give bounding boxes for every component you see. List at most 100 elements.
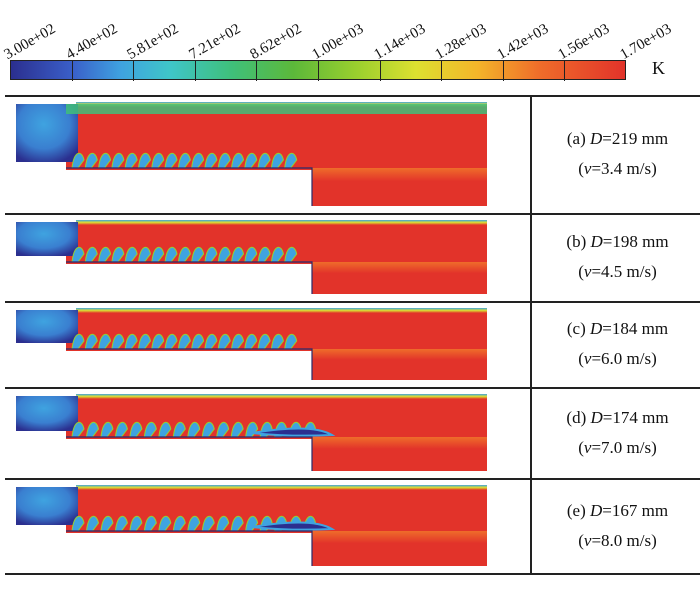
results-table: (a) D=219 mm (v=3.4 m/s) (b) D=198 mm (v=4.…: [0, 95, 700, 575]
coolant-jet-plume: [114, 515, 128, 532]
case-letter: (c): [566, 319, 586, 338]
coolant-jet-plume: [187, 515, 201, 532]
case-letter: (b): [566, 232, 587, 251]
temperature-field-panel: [14, 485, 514, 568]
coolant-jet-plume: [191, 333, 205, 350]
coolant-jet-plume: [129, 421, 143, 438]
row-rule: [5, 478, 700, 480]
coolant-jet-plume: [216, 421, 230, 438]
coolant-jet-plume: [217, 246, 231, 263]
coolant-jet-plume: [71, 246, 85, 263]
colorbar-tick-label: 1.14e+03: [371, 20, 428, 63]
coolant-jet-plume: [84, 246, 98, 263]
coolant-jet-plume: [177, 152, 191, 169]
coolant-jet-plume: [191, 246, 205, 263]
diameter-value: =174 mm: [602, 407, 669, 427]
velocity-line: (v=8.0 m/s): [535, 526, 700, 556]
colorbar-gradient: [10, 60, 626, 81]
velocity-open-paren: (: [578, 437, 584, 457]
coolant-film-tongue: [251, 521, 336, 531]
velocity-line: (v=4.5 m/s): [535, 257, 700, 287]
coolant-jet-plume: [98, 152, 112, 169]
temperature-field-svg: [16, 394, 487, 471]
cold-inlet-region: [16, 310, 78, 343]
coolant-jet-plume: [230, 333, 245, 350]
coolant-jet-plume: [114, 421, 128, 438]
coolant-jet-plume: [98, 246, 112, 263]
cold-inlet-region: [16, 222, 78, 256]
case-label: (d) D=174 mm (v=7.0 m/s): [535, 403, 700, 463]
coolant-jet-plume: [257, 152, 271, 169]
diameter-line: (a) D=219 mm: [535, 124, 700, 154]
coolant-jet-plume: [204, 152, 218, 169]
coolant-jet-plume: [172, 515, 186, 532]
coolant-jet-plume: [124, 152, 138, 169]
diameter-value: =184 mm: [602, 319, 669, 338]
row-rule: [5, 301, 700, 303]
expansion-region: [312, 437, 487, 471]
coolant-jet-plume: [158, 421, 172, 438]
coolant-jet-plume: [84, 152, 98, 169]
temperature-field-svg: [16, 102, 487, 206]
coolant-jet-plume: [284, 152, 298, 169]
case-letter: (a): [566, 129, 586, 148]
diameter-line: (d) D=174 mm: [535, 403, 700, 433]
colorbar-tick-label: 1.00e+03: [309, 20, 367, 63]
diameter-symbol: D: [590, 232, 603, 251]
coolant-jet-plume: [84, 333, 98, 350]
coolant-jet-plume: [111, 152, 125, 169]
velocity-open-paren: (: [578, 262, 584, 281]
diameter-symbol: D: [590, 407, 603, 427]
coolant-jet-plume: [124, 246, 138, 263]
velocity-value: =4.5 m/s): [591, 262, 657, 281]
coolant-jet-plume: [137, 246, 152, 263]
coolant-jet-plume: [216, 515, 230, 532]
diameter-line: (b) D=198 mm: [535, 227, 700, 257]
coolant-jet-plume: [187, 421, 201, 438]
coolant-jet-plume: [151, 333, 165, 350]
coolant-jet-plume: [177, 333, 191, 350]
coolant-jet-plume: [85, 421, 100, 438]
velocity-line: (v=6.0 m/s): [535, 344, 700, 374]
velocity-line: (v=7.0 m/s): [535, 433, 700, 463]
diameter-line: (c) D=184 mm: [535, 314, 700, 344]
coolant-jet-plume: [244, 152, 258, 169]
coolant-jet-plume: [244, 333, 258, 350]
coolant-jet-plume: [164, 152, 178, 169]
coolant-jet-plume: [270, 333, 284, 350]
step-wall: [66, 167, 313, 206]
coolant-jet-plume: [137, 152, 152, 169]
case-label: (c) D=184 mm (v=6.0 m/s): [535, 314, 700, 374]
coolant-jet-plume: [98, 333, 112, 350]
velocity-open-paren: (: [578, 349, 584, 368]
coolant-jet-plume: [245, 515, 259, 532]
colorbar-tick-mark: [71, 61, 73, 81]
temperature-field-svg: [16, 220, 487, 294]
diameter-symbol: D: [590, 129, 603, 148]
step-wall: [66, 436, 313, 471]
velocity-symbol: v: [583, 437, 592, 457]
colorbar-tick-label: 1.28e+03: [432, 20, 490, 63]
case-label: (a) D=219 mm (v=3.4 m/s): [535, 124, 700, 184]
coolant-jet-plume: [257, 333, 271, 350]
case-letter: (d): [566, 407, 587, 427]
coolant-jet-plume: [137, 333, 152, 350]
temperature-field-panel: [14, 394, 514, 473]
coolant-jet-plume: [143, 421, 157, 438]
coolant-jet-plume: [204, 246, 218, 263]
colorbar-tick-mark: [379, 61, 381, 81]
coolant-jet-plume: [124, 333, 138, 350]
temperature-field-svg: [16, 485, 487, 566]
colorbar-tick-label: 8.62e+02: [247, 20, 305, 63]
coolant-jet-plume: [111, 333, 125, 350]
diameter-value: =167 mm: [602, 500, 669, 520]
coolant-jet-plume: [85, 515, 100, 532]
coolant-jet-plume: [230, 152, 245, 169]
velocity-open-paren: (: [578, 159, 584, 178]
case-label: (b) D=198 mm (v=4.5 m/s): [535, 227, 700, 287]
coolant-jet-plume: [230, 246, 245, 263]
colorbar-tick-label: 1.70e+03: [617, 20, 675, 63]
colorbar-tick-mark: [318, 61, 319, 81]
velocity-symbol: v: [583, 159, 592, 178]
diameter-value: =198 mm: [602, 232, 669, 251]
